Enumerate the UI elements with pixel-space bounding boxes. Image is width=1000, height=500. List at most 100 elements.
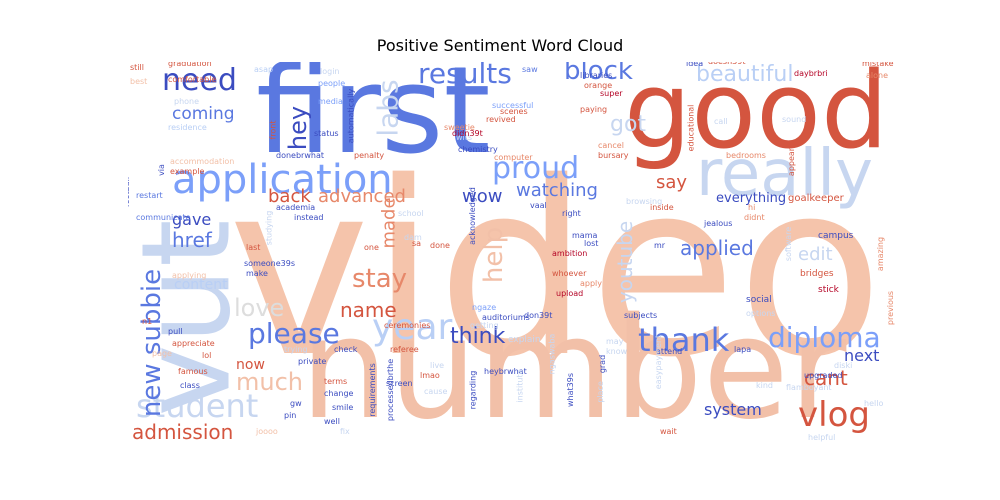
word-ngaswaba: ngaswaba: [547, 333, 557, 375]
word-student: student: [136, 387, 259, 425]
word-first: first: [256, 62, 491, 181]
word-vlog: vlog: [798, 395, 870, 435]
word-revived: revived: [486, 115, 516, 124]
word-number: number: [300, 288, 847, 444]
word-cause: cause: [424, 387, 448, 396]
word-attend: attend: [656, 347, 683, 356]
word-studying: studying: [264, 210, 274, 246]
word-lost: lost: [584, 239, 599, 248]
word-good: good: [624, 62, 889, 172]
word-gw: gw: [290, 399, 302, 408]
word-bridges: bridges: [800, 269, 834, 279]
word-options: options: [746, 309, 776, 318]
word-beautiful: beautiful: [696, 62, 794, 87]
word-help: help: [479, 226, 510, 284]
word-place: place: [595, 381, 605, 403]
word-hey: hey: [284, 105, 313, 151]
word-gave: gave: [172, 210, 212, 229]
word-goalkeeper: goalkeeper: [788, 193, 844, 204]
word-status: status: [314, 129, 339, 138]
word-need: need: [162, 63, 237, 98]
word-instead: instead: [294, 213, 324, 222]
word-institute: institute: [515, 369, 525, 403]
word-think: think: [450, 324, 506, 349]
word-href: href: [172, 228, 212, 252]
word-browsing: browsing: [626, 197, 663, 206]
word-example: example: [170, 167, 205, 176]
word-didn39t: didn39t: [452, 129, 483, 138]
word-private: private: [298, 357, 327, 366]
word-auditoriums: auditoriums: [482, 313, 530, 322]
word-subjects: subjects: [624, 311, 658, 320]
word-computer: computer: [494, 153, 533, 162]
word-don39t: don39t: [524, 311, 553, 320]
word-trying: trying: [284, 345, 308, 354]
word-software: software: [784, 226, 794, 262]
chart-title: Positive Sentiment Word Cloud: [376, 36, 624, 55]
word-make: make: [246, 269, 268, 278]
word-communicate: communicate: [136, 213, 191, 222]
word-sweetie: sweetie: [444, 123, 475, 132]
word-n1: n1: [142, 317, 153, 326]
word-flamboyant: flamboyant: [786, 383, 832, 392]
word-advanced: advanced: [318, 186, 406, 207]
word-one: one: [364, 243, 379, 252]
word-labs: labs: [371, 79, 405, 137]
word-asap: asap: [254, 65, 274, 74]
word-stay: stay: [352, 264, 408, 294]
word-famous: famous: [178, 367, 208, 376]
word-now: now: [236, 357, 265, 373]
word-educational: educational: [686, 104, 696, 152]
word-referee: referee: [390, 345, 419, 354]
word-requirements: requirements: [367, 363, 377, 417]
word-diski: diski: [834, 361, 853, 370]
word-watching: watching: [516, 180, 598, 201]
word-mama: mama: [572, 231, 598, 240]
word-system: system: [704, 400, 762, 419]
word-login: login: [320, 67, 340, 76]
word-media: media: [318, 97, 343, 106]
word-school: school: [398, 209, 424, 218]
word-hi: hi: [748, 203, 756, 212]
word-coming: coming: [172, 104, 235, 124]
word-daybrbri: daybrbri: [794, 69, 828, 78]
word-academia: academia: [276, 203, 316, 212]
word-proud: proud: [492, 151, 580, 186]
word-everything: everything: [716, 191, 787, 206]
word-processedbrthe: processedbrthe: [386, 358, 396, 422]
word-whoever: whoever: [552, 269, 587, 278]
word-restart: restart: [136, 191, 163, 200]
word-year: year: [372, 307, 453, 348]
word-social: social: [746, 295, 772, 305]
word-what39s: what39s: [566, 373, 575, 407]
word-lmao: lmao: [420, 371, 440, 380]
word-wait: wait: [660, 427, 677, 436]
word-sound: sound: [782, 115, 807, 124]
word-phone: phone: [174, 97, 200, 106]
word-previous: previous: [886, 290, 896, 326]
word-back: back: [268, 186, 311, 207]
word-successful: successful: [492, 101, 534, 110]
word-cant: cant: [804, 366, 848, 390]
word-bursary: bursary: [598, 151, 629, 160]
word-cloud: video number first good vut really appli…: [128, 62, 900, 444]
word-via: via: [156, 164, 166, 176]
word-know: know: [606, 347, 628, 356]
word-explain: explain: [508, 335, 541, 345]
word-last: last: [246, 243, 261, 252]
word-made: made: [378, 197, 400, 249]
word-admission: admission: [132, 420, 234, 444]
word-page: page: [152, 349, 172, 358]
word-someone39s: someone39s: [244, 259, 296, 268]
word-youtube: youtube: [613, 220, 638, 304]
word-live: live: [430, 361, 445, 370]
word-upload: upload: [556, 289, 584, 298]
word-upgraded: upgraded: [804, 371, 843, 380]
word-paying: paying: [580, 105, 608, 114]
word-scenes: scenes: [500, 107, 528, 116]
word-grad: grad: [598, 354, 608, 374]
word-regarding: regarding: [468, 370, 478, 410]
word-pin: pin: [284, 411, 297, 420]
word-getting: getting: [470, 321, 499, 330]
word-got: got: [610, 112, 647, 137]
